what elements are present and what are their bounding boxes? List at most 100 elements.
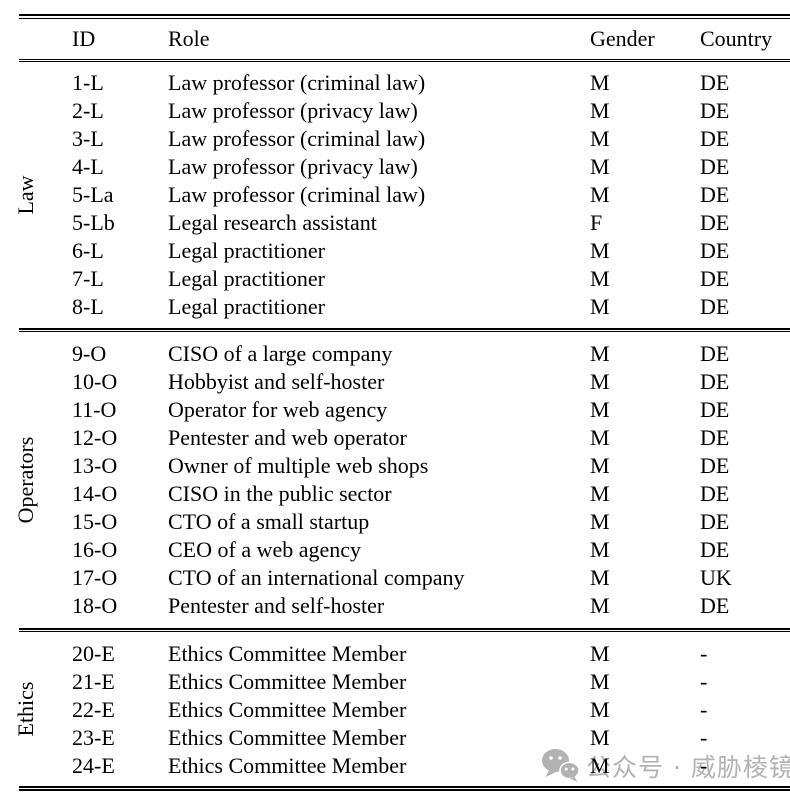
paper-table: ID Role Gender Country Law 1-L Law profe… (13, 0, 790, 791)
cell-role: CTO of an international company (168, 565, 465, 590)
cell-role: Ethics Committee Member (168, 669, 407, 694)
cell-role: CISO in the public sector (168, 481, 392, 506)
section-label-law: Law (13, 175, 38, 215)
cell-gender: M (590, 397, 610, 422)
table-row: 8-L Legal practitioner M DE (19, 293, 790, 321)
cell-id: 12-O (72, 425, 118, 450)
cell-country: DE (700, 453, 730, 478)
table-row: 14-O CISO in the public sector M DE (19, 480, 790, 508)
table-row: 3-L Law professor (criminal law) M DE (19, 125, 790, 153)
table-row: 16-O CEO of a web agency M DE (19, 536, 790, 564)
cell-id: 24-E (72, 753, 115, 778)
cell-gender: F (590, 210, 603, 235)
table-row: 22-E Ethics Committee Member M - (19, 696, 790, 724)
table-row: 24-E Ethics Committee Member M - (19, 752, 790, 780)
cell-country: DE (700, 537, 730, 562)
cell-role: Pentester and self-hoster (168, 593, 385, 618)
cell-country: DE (700, 126, 730, 151)
cell-id: 20-E (72, 641, 115, 666)
cell-gender: M (590, 753, 610, 778)
cell-role: Law professor (criminal law) (168, 182, 426, 207)
cell-gender: M (590, 294, 610, 319)
column-header-role: Role (168, 25, 210, 51)
cell-role: Law professor (privacy law) (168, 154, 418, 179)
cell-gender: M (590, 266, 610, 291)
wechat-icon (541, 748, 580, 787)
table-row: 5-Lb Legal research assistant F DE (19, 209, 790, 237)
cell-country: DE (700, 266, 730, 291)
cell-country: DE (700, 425, 730, 450)
cell-id: 18-O (72, 593, 118, 618)
table-row: 17-O CTO of an international company M U… (19, 564, 790, 592)
watermark-text: 公众号 · 威胁棱镜 (586, 752, 790, 782)
cell-role: Ethics Committee Member (168, 697, 407, 722)
cell-role: Law professor (criminal law) (168, 70, 426, 95)
cell-id: 22-E (72, 697, 115, 722)
cell-role: Pentester and web operator (168, 425, 407, 450)
cell-id: 23-E (72, 725, 115, 750)
cell-gender: M (590, 238, 610, 263)
table-row: 7-L Legal practitioner M DE (19, 265, 790, 293)
column-header-id: ID (72, 25, 96, 51)
cell-country: - (700, 641, 708, 666)
cell-role: Ethics Committee Member (168, 725, 407, 750)
cell-country: DE (700, 341, 730, 366)
cell-role: Law professor (criminal law) (168, 126, 426, 151)
table-row: 4-L Law professor (privacy law) M DE (19, 153, 790, 181)
cell-role: Legal practitioner (168, 238, 325, 263)
cell-gender: M (590, 565, 610, 590)
cell-id: 11-O (72, 397, 117, 422)
table-row: 20-E Ethics Committee Member M - (19, 640, 790, 668)
cell-gender: M (590, 593, 610, 618)
table-header-row: ID Role Gender Country (19, 19, 790, 59)
cell-country: DE (700, 98, 730, 123)
cell-gender: M (590, 669, 610, 694)
cell-country: DE (700, 210, 730, 235)
cell-id: 16-O (72, 537, 118, 562)
section-ethics: Ethics 20-E Ethics Committee Member M - … (13, 632, 790, 786)
cell-id: 4-L (72, 154, 104, 179)
cell-id: 5-Lb (72, 210, 115, 235)
table-row: 21-E Ethics Committee Member M - (19, 668, 790, 696)
cell-id: 9-O (72, 341, 107, 366)
table-row: 9-O CISO of a large company M DE (19, 340, 790, 368)
cell-id: 15-O (72, 509, 118, 534)
cell-gender: M (590, 98, 610, 123)
cell-id: 7-L (72, 266, 104, 291)
cell-country: DE (700, 294, 730, 319)
cell-role: Operator for web agency (168, 397, 388, 422)
table-rule-bottom (19, 786, 790, 791)
table-row: 10-O Hobbyist and self-hoster M DE (19, 368, 790, 396)
cell-id: 2-L (72, 98, 104, 123)
cell-id: 21-E (72, 669, 115, 694)
cell-country: DE (700, 182, 730, 207)
cell-gender: M (590, 453, 610, 478)
cell-id: 3-L (72, 126, 104, 151)
cell-gender: M (590, 641, 610, 666)
cell-role: CTO of a small startup (168, 509, 370, 534)
section-label-operators: Operators (13, 436, 38, 524)
table-row: 12-O Pentester and web operator M DE (19, 424, 790, 452)
cell-country: DE (700, 593, 730, 618)
table-rule-section-1 (19, 328, 790, 332)
cell-role: Hobbyist and self-hoster (168, 369, 385, 394)
cell-role: CEO of a web agency (168, 537, 362, 562)
cell-gender: M (590, 481, 610, 506)
cell-id: 10-O (72, 369, 118, 394)
cell-id: 6-L (72, 238, 104, 263)
cell-role: Owner of multiple web shops (168, 453, 429, 478)
cell-id: 1-L (72, 70, 104, 95)
cell-role: Legal practitioner (168, 266, 325, 291)
cell-country: UK (700, 565, 732, 590)
cell-role: Ethics Committee Member (168, 641, 407, 666)
table-row: 15-O CTO of a small startup M DE (19, 508, 790, 536)
table-rule-section-2 (19, 628, 790, 632)
cell-role: Law professor (privacy law) (168, 98, 418, 123)
column-header-gender: Gender (590, 25, 655, 51)
table-row: 23-E Ethics Committee Member M - (19, 724, 790, 752)
table-row: 11-O Operator for web agency M DE (19, 396, 790, 424)
table-row: 13-O Owner of multiple web shops M DE (19, 452, 790, 480)
cell-gender: M (590, 537, 610, 562)
cell-role: Legal research assistant (168, 210, 377, 235)
cell-role: Legal practitioner (168, 294, 325, 319)
